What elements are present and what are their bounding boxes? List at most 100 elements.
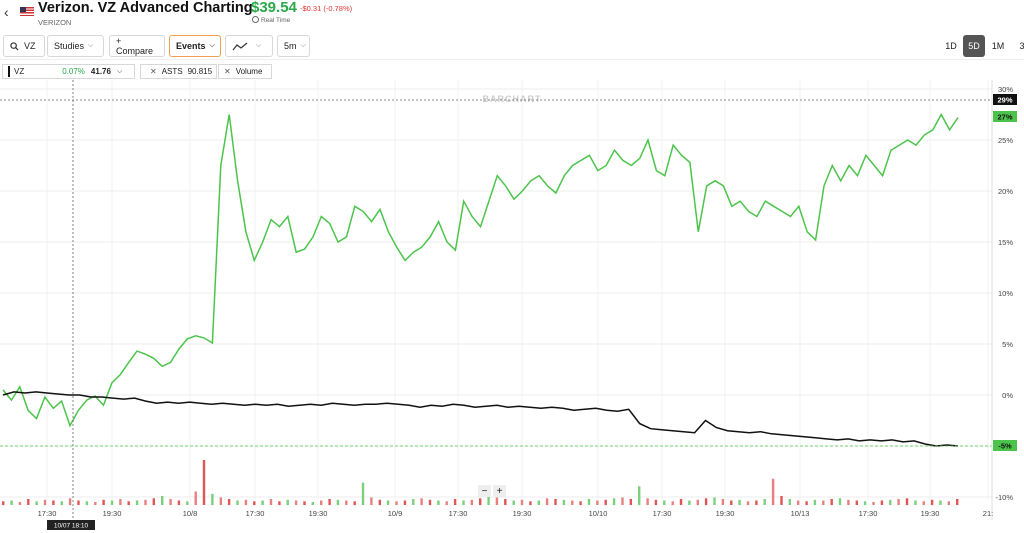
chevron-down-icon: ⌵ bbox=[300, 42, 306, 49]
volume-bar bbox=[420, 498, 423, 506]
volume-bar bbox=[554, 499, 557, 505]
legend-vz-symbol: VZ bbox=[14, 67, 25, 76]
compare-label: + Compare bbox=[116, 36, 154, 56]
symbol-search[interactable]: VZ bbox=[3, 35, 45, 57]
volume-bar bbox=[504, 499, 507, 505]
y-tick-label: 20% bbox=[998, 187, 1013, 196]
volume-bar bbox=[520, 499, 524, 506]
volume-bar bbox=[479, 498, 482, 506]
range-5d[interactable]: 5D bbox=[963, 35, 985, 57]
series-line-asts bbox=[2, 112, 959, 428]
range-1d[interactable]: 1D bbox=[945, 41, 957, 51]
volume-bar bbox=[495, 497, 499, 505]
legend-vz-price: 41.76 bbox=[90, 67, 111, 76]
asts-last-tag bbox=[993, 111, 1017, 122]
zoom-in-button[interactable]: + bbox=[493, 485, 506, 497]
volume-bar bbox=[261, 500, 264, 505]
volume-bar bbox=[696, 499, 699, 506]
x-tick-label: 19:30 bbox=[921, 509, 940, 518]
volume-bar bbox=[596, 500, 599, 505]
interval-label: 5m bbox=[284, 41, 297, 51]
legend-asts[interactable]: ✕ ASTS 90.815 bbox=[140, 64, 217, 79]
volume-bar bbox=[847, 499, 850, 506]
close-icon[interactable]: ✕ bbox=[224, 67, 231, 76]
legend-asts-price: 90.815 bbox=[187, 67, 213, 76]
volume-bar bbox=[453, 499, 457, 505]
chevron-down-icon[interactable]: ⌵ bbox=[116, 67, 123, 75]
x-tick-label: 21: bbox=[983, 509, 993, 518]
zoom-out-button[interactable]: − bbox=[478, 485, 491, 497]
crosshair-value-label: 29% bbox=[997, 96, 1012, 105]
series-line-vz bbox=[2, 391, 959, 447]
volume-bar bbox=[880, 500, 884, 505]
volume-bar bbox=[211, 493, 214, 506]
volume-bar bbox=[219, 497, 222, 505]
search-icon bbox=[10, 41, 19, 51]
y-tick-label: 5% bbox=[1002, 340, 1013, 349]
chevron-left-icon[interactable]: ‹ bbox=[4, 4, 9, 20]
legend-vz[interactable]: VZ 0.07% 41.76 ⌵ bbox=[2, 64, 135, 79]
legend-volume[interactable]: ✕ Volume bbox=[218, 64, 272, 79]
range-3m[interactable]: 3 bbox=[1019, 41, 1024, 51]
volume-bar bbox=[721, 499, 725, 505]
zoom-controls: − + bbox=[478, 485, 506, 497]
close-icon[interactable]: ✕ bbox=[150, 67, 157, 76]
chart-type-button[interactable]: ⌵ bbox=[225, 35, 273, 57]
y-tick-label: -10% bbox=[995, 493, 1013, 502]
volume-bar bbox=[905, 498, 909, 506]
volume-bar bbox=[646, 498, 649, 506]
y-tick-label: 15% bbox=[998, 238, 1013, 247]
volume-bar bbox=[119, 499, 122, 505]
volume-bar bbox=[110, 500, 114, 505]
volume-bar bbox=[269, 499, 273, 505]
chevron-down-icon: ⌵ bbox=[209, 42, 215, 49]
volume-bar bbox=[412, 499, 415, 505]
volume-bar bbox=[43, 499, 47, 506]
vz-last-tag bbox=[993, 440, 1017, 451]
x-tick-label: 19:30 bbox=[513, 509, 532, 518]
volume-bar bbox=[94, 502, 97, 505]
volume-bar bbox=[370, 497, 373, 505]
events-button[interactable]: Events ⌵ bbox=[169, 35, 221, 57]
volume-bar bbox=[161, 496, 164, 505]
volume-bar bbox=[236, 500, 239, 505]
volume-bar bbox=[60, 501, 63, 506]
interval-button[interactable]: 5m ⌵ bbox=[277, 35, 310, 57]
volume-bar bbox=[855, 500, 858, 505]
company-name: VERIZON bbox=[38, 18, 72, 27]
volume-bar bbox=[830, 499, 833, 505]
volume-bar bbox=[654, 499, 658, 506]
header: ‹ Verizon. VZ Advanced Charting VERIZON … bbox=[0, 0, 1024, 30]
volume-bar bbox=[85, 501, 89, 506]
realtime-indicator: Real Time bbox=[252, 16, 290, 24]
volume-bar bbox=[386, 500, 390, 505]
volume-bar bbox=[135, 500, 139, 505]
x-tick-label: 10/10 bbox=[589, 509, 608, 518]
volume-bar bbox=[345, 500, 348, 505]
volume-bar bbox=[278, 501, 281, 506]
volume-bar bbox=[780, 496, 783, 505]
x-tick-label: 10/8 bbox=[183, 509, 198, 518]
volume-bar bbox=[587, 499, 591, 505]
last-price: $39.54 bbox=[251, 0, 297, 16]
studies-button[interactable]: Studies ⌵ bbox=[47, 35, 104, 57]
volume-bar bbox=[353, 501, 356, 506]
volume-bar bbox=[286, 499, 289, 506]
chevron-down-icon: ⌵ bbox=[256, 42, 262, 49]
volume-bar bbox=[428, 499, 432, 506]
price-chart[interactable]: BARCHART 30% 25% 20% 15% 10% 5% 0% -5% -10% 17:3… bbox=[0, 80, 1024, 533]
volume-bar bbox=[797, 500, 800, 505]
symbol-input-value: VZ bbox=[24, 41, 36, 51]
range-1m[interactable]: 1M bbox=[991, 41, 1005, 51]
volume-bar bbox=[537, 500, 540, 505]
legend-vz-pct: 0.07% bbox=[62, 67, 85, 76]
volume-bar bbox=[144, 499, 147, 506]
compare-button[interactable]: + Compare bbox=[109, 35, 165, 57]
volume-bar bbox=[730, 500, 733, 505]
crosshair-time-tag bbox=[47, 520, 95, 530]
realtime-label: Real Time bbox=[261, 17, 291, 24]
y-tick-label: 0% bbox=[1002, 391, 1013, 400]
volume-bar bbox=[771, 478, 775, 506]
volume-bar bbox=[838, 498, 842, 506]
volume-bar bbox=[320, 500, 323, 505]
